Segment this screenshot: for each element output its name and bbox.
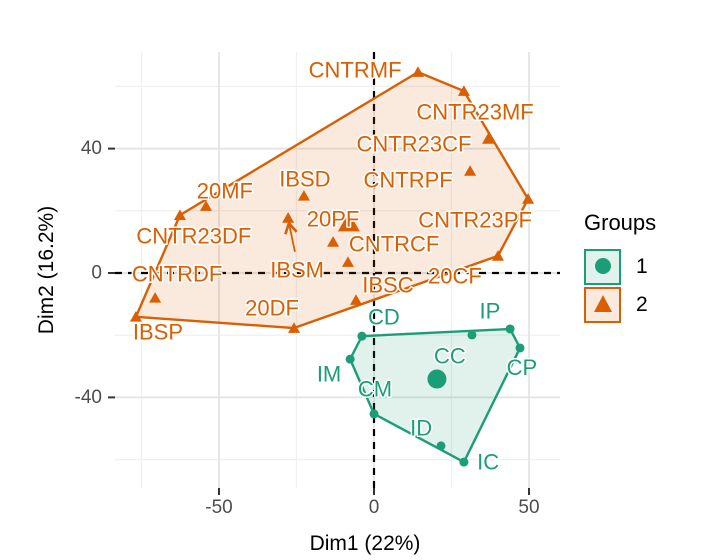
point-label-CC: CC xyxy=(434,344,466,369)
group2-centroid xyxy=(337,212,360,232)
point-label-IC: IC xyxy=(477,450,499,475)
point-label-20CF: 20CF xyxy=(428,264,482,289)
y-tick-label: 40 xyxy=(81,138,102,159)
x-axis-title: Dim1 (22%) xyxy=(309,532,421,555)
point-label-CD: CD xyxy=(368,305,400,330)
point-label-IBSP: IBSP xyxy=(133,320,183,345)
group1-centroid xyxy=(427,369,447,389)
data-point-IBSP xyxy=(129,311,142,322)
data-point-CNTRDF xyxy=(149,292,162,303)
legend-entry-label: 2 xyxy=(636,293,648,316)
data-point-CNTR23CF xyxy=(482,133,495,144)
data-point-CNTRCF xyxy=(327,236,340,247)
legend-entry-2: 2 xyxy=(584,287,656,323)
data-point-20CF xyxy=(492,250,504,261)
data-point-CNTR23MF xyxy=(457,85,470,96)
point-label-CNTR23PF: CNTR23PF xyxy=(418,208,532,233)
data-point-CM xyxy=(369,409,379,419)
point-label-20PF: 20PF xyxy=(307,206,360,231)
point-label-ID: ID xyxy=(410,415,432,440)
point-label-IM: IM xyxy=(317,362,341,387)
point-label-CNTRDF: CNTRDF xyxy=(132,261,222,286)
data-point-IP xyxy=(505,324,515,334)
point-label-IBSD: IBSD xyxy=(279,167,330,192)
data-point-CNTRMF xyxy=(412,66,425,77)
x-tick-label: -50 xyxy=(205,497,232,518)
group2-convex-hull xyxy=(134,70,530,330)
point-label-CNTRMF: CNTRMF xyxy=(309,57,402,82)
point-label-CNTR23DF: CNTR23DF xyxy=(136,223,251,248)
point-label-IBSM: IBSM xyxy=(270,257,324,282)
y-tick-label: -40 xyxy=(75,387,102,408)
data-point-20PF xyxy=(341,256,354,267)
point-label-IBSC: IBSC xyxy=(362,273,413,298)
point-label-CNTRPF: CNTRPF xyxy=(363,168,452,193)
point-label-CNTRCF: CNTRCF xyxy=(349,232,439,257)
data-point-CC xyxy=(467,330,477,340)
point-label-20MF: 20MF xyxy=(197,178,253,203)
legend: Groups 1 2 xyxy=(584,210,656,325)
legend-entry-label: 1 xyxy=(636,255,648,278)
legend-title: Groups xyxy=(584,210,657,235)
data-point-IM xyxy=(345,354,355,364)
data-point-IBSC xyxy=(350,294,363,305)
point-label-IP: IP xyxy=(480,298,501,323)
data-point-20DF xyxy=(288,322,301,333)
point-label-CM: CM xyxy=(358,377,392,402)
point-label-CP: CP xyxy=(507,355,538,380)
legend-entry-1: 1 xyxy=(584,249,656,285)
data-point-CNTR23DF xyxy=(173,209,186,220)
legend-key-triangle-icon xyxy=(584,287,621,323)
point-label-CNTR23CF: CNTR23CF xyxy=(357,131,472,156)
data-point-CD xyxy=(357,331,367,341)
data-point-IBSM xyxy=(282,212,295,223)
data-point-20MF xyxy=(199,200,212,211)
x-tick-label: 50 xyxy=(518,497,539,518)
data-point-CP xyxy=(515,343,525,353)
point-label-CNTR23MF: CNTR23MF xyxy=(416,99,533,124)
data-point-CNTR23PF xyxy=(522,193,535,204)
y-axis-title: Dim2 (16.2%) xyxy=(35,205,58,335)
data-point-IBSD xyxy=(297,190,310,201)
label-repel-arrow xyxy=(284,220,298,253)
y-tick-label: 0 xyxy=(91,263,102,284)
x-tick-label: 0 xyxy=(369,497,380,518)
point-label-20DF: 20DF xyxy=(245,296,299,321)
data-point-CNTRPF xyxy=(464,165,477,176)
data-point-IC xyxy=(459,457,469,467)
legend-key-circle-icon xyxy=(584,249,621,285)
data-point-ID xyxy=(436,441,446,451)
